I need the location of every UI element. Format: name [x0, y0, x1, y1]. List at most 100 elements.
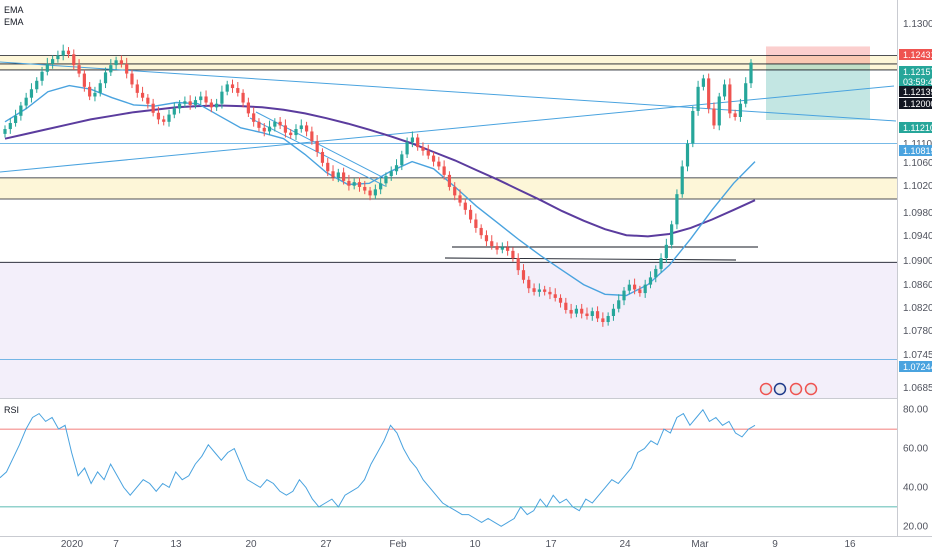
candle-body — [585, 313, 589, 316]
candle-body — [495, 246, 499, 250]
legend-icons[interactable] — [759, 382, 818, 396]
price-tag-bg — [899, 122, 932, 133]
candle-body — [643, 284, 647, 294]
time-axis-label: 9 — [772, 539, 778, 550]
demand-zone — [0, 262, 897, 398]
price-axis-label: 1.06850 — [903, 383, 932, 394]
candle-body — [331, 171, 335, 178]
flag-icon[interactable] — [773, 382, 787, 396]
time-axis-label: Feb — [389, 539, 407, 550]
candle-body — [40, 71, 44, 81]
candle-body — [352, 182, 356, 186]
price-axis-label: 1.09800 — [903, 208, 932, 219]
flag-icon[interactable] — [804, 382, 818, 396]
candle-body — [468, 209, 473, 220]
candle-body — [590, 311, 594, 316]
candle-body — [548, 291, 552, 295]
price-tag-label: 1.12139 — [903, 87, 932, 97]
price-tag-bg — [899, 76, 932, 87]
candle-body — [373, 189, 377, 196]
candle-body — [458, 195, 462, 203]
candle-body — [537, 289, 541, 292]
trend-line — [0, 85, 895, 173]
price-tag-label: 1.11210 — [903, 123, 932, 133]
candle-body — [156, 112, 161, 120]
candle-body — [638, 289, 642, 294]
candle-body — [410, 137, 414, 143]
candle-body — [135, 84, 139, 93]
candle-body — [119, 60, 123, 64]
candle-body — [728, 84, 732, 114]
candle-body — [204, 96, 208, 103]
candle-body — [220, 91, 224, 104]
price-tag: 1.10819 — [899, 145, 932, 156]
ema-label-2[interactable]: EMA — [4, 17, 24, 27]
candle-body — [262, 127, 266, 132]
candle-body — [167, 114, 171, 122]
candle-body — [712, 108, 716, 126]
ema-label-1[interactable]: EMA — [4, 5, 24, 15]
candle-body — [193, 100, 198, 105]
price-axis-label: 1.09400 — [903, 231, 932, 242]
rsi-axis-label: 40.00 — [903, 482, 928, 493]
candle-body — [51, 59, 55, 64]
price-axis-label: 1.09000 — [903, 256, 932, 267]
candle-body — [384, 176, 388, 184]
time-axis-label: 20 — [245, 539, 257, 550]
candle-body — [659, 258, 663, 269]
candle-body — [177, 103, 182, 109]
flag-icon[interactable] — [789, 382, 803, 396]
candle-body — [347, 180, 351, 186]
candle-body — [500, 247, 504, 250]
candle-body — [527, 279, 531, 289]
candle-body — [463, 202, 467, 210]
candle-body — [267, 126, 272, 132]
candle-body — [257, 121, 261, 128]
candle-body — [24, 97, 28, 106]
candle-body — [13, 115, 18, 124]
candle-body — [109, 65, 113, 73]
price-tag: 1.11210 — [899, 122, 932, 133]
price-tag-bg — [899, 361, 932, 372]
candle-body — [93, 92, 97, 97]
candle-body — [474, 219, 478, 228]
candle-body — [252, 113, 256, 122]
candle-body — [405, 142, 409, 155]
candle-body — [146, 97, 150, 104]
candles-layer — [3, 44, 753, 327]
candle-body — [394, 165, 399, 172]
candle-body — [215, 103, 219, 108]
price-axis-label: 1.11100 — [903, 139, 932, 150]
price-tag-label: 1.07244 — [903, 362, 932, 372]
candle-body — [442, 166, 446, 175]
rsi-layer — [0, 398, 897, 527]
time-axis-label: Mar — [691, 539, 709, 550]
candle-body — [511, 250, 515, 259]
candle-body — [574, 308, 579, 314]
rsi-label[interactable]: RSI — [4, 405, 19, 415]
time-axis-label: 17 — [545, 539, 557, 550]
candle-body — [320, 151, 325, 163]
candle-body — [299, 125, 303, 130]
candle-body — [45, 63, 49, 72]
price-axis-label: 1.10200 — [903, 181, 932, 192]
candle-body — [595, 311, 600, 319]
price-tag-label: 1.12157 — [903, 67, 932, 77]
price-tag: 03:59:40 — [899, 76, 932, 87]
candle-body — [389, 171, 393, 177]
candle-body — [72, 54, 76, 66]
candle-body — [357, 182, 362, 187]
candle-body — [617, 300, 621, 309]
candle-body — [183, 101, 187, 104]
candle-body — [172, 108, 176, 115]
zones-layer — [0, 46, 897, 398]
flag-icon[interactable] — [759, 382, 773, 396]
candle-body — [151, 103, 155, 113]
candle-body — [88, 86, 92, 97]
rsi-axis-label: 20.00 — [903, 521, 928, 532]
candle-body — [738, 103, 743, 117]
candle-body — [707, 78, 711, 109]
